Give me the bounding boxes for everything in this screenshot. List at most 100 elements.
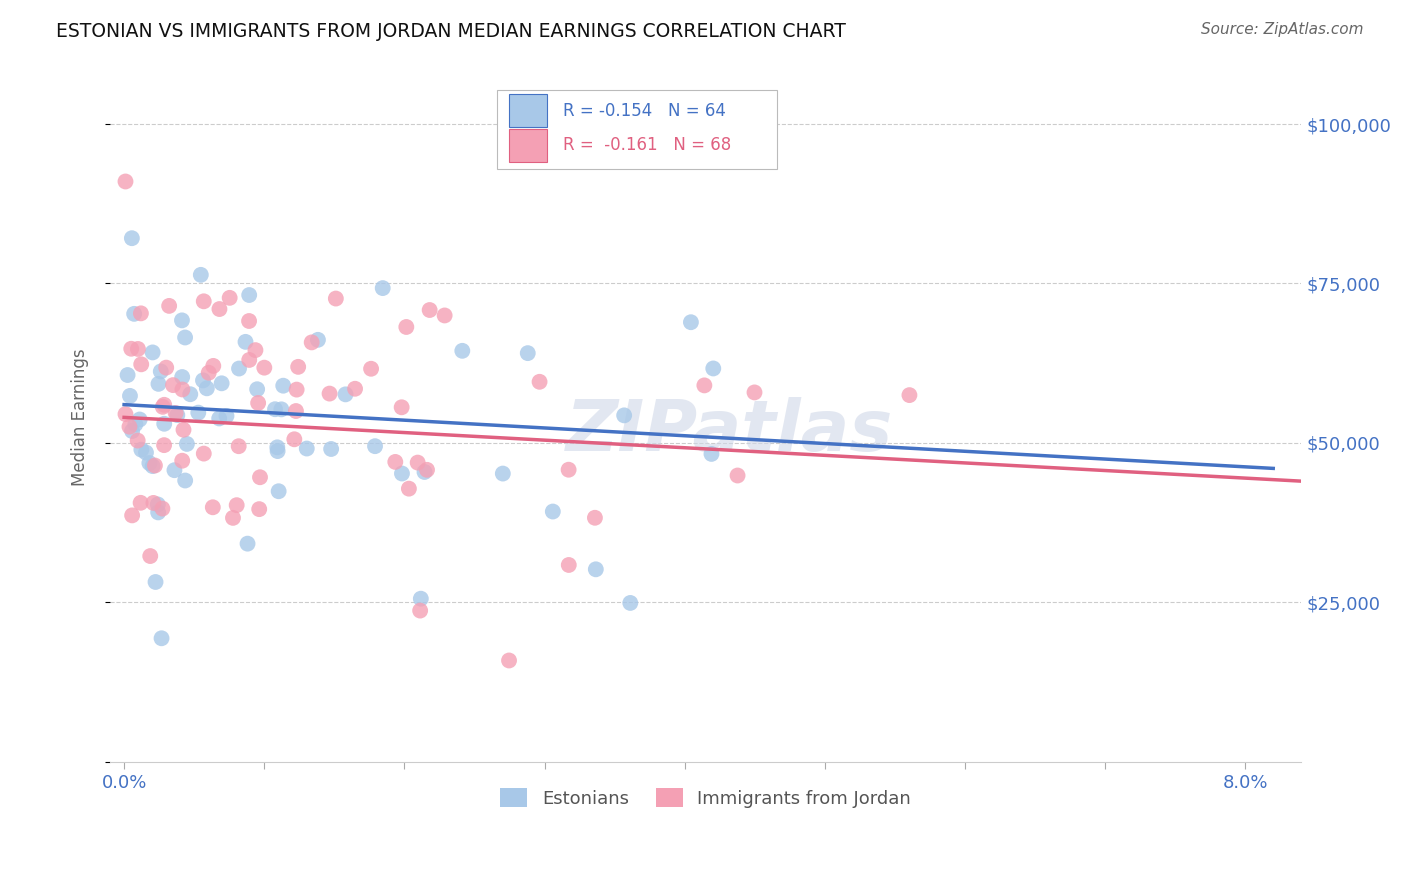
Point xyxy=(157,299,180,313)
Point xyxy=(247,396,270,410)
Point xyxy=(187,406,209,420)
Point xyxy=(127,342,149,356)
Point xyxy=(190,268,212,282)
Point xyxy=(391,401,413,415)
Point xyxy=(145,574,167,589)
Point xyxy=(172,454,194,468)
Point xyxy=(238,314,260,328)
Point xyxy=(208,301,231,316)
Point xyxy=(152,400,174,414)
Point xyxy=(744,385,766,400)
Text: ESTONIAN VS IMMIGRANTS FROM JORDAN MEDIAN EARNINGS CORRELATION CHART: ESTONIAN VS IMMIGRANTS FROM JORDAN MEDIA… xyxy=(56,22,846,41)
Point xyxy=(492,467,515,481)
Point xyxy=(253,360,276,375)
Point xyxy=(245,343,267,358)
Point xyxy=(165,406,187,420)
Point xyxy=(202,359,225,373)
FancyBboxPatch shape xyxy=(498,90,778,169)
Point xyxy=(321,442,343,456)
Point xyxy=(613,409,636,423)
Point xyxy=(127,434,149,448)
Point xyxy=(529,375,551,389)
Point xyxy=(121,508,143,523)
Point xyxy=(193,447,215,461)
Text: R = -0.154   N = 64: R = -0.154 N = 64 xyxy=(562,102,725,120)
Point xyxy=(409,591,432,606)
Point xyxy=(225,498,247,512)
Point xyxy=(238,353,260,368)
Bar xyxy=(509,128,547,161)
Point xyxy=(155,360,177,375)
Point xyxy=(195,381,218,395)
Point xyxy=(246,382,269,396)
Point xyxy=(433,309,456,323)
Point xyxy=(215,409,238,423)
Point xyxy=(114,174,136,188)
Point xyxy=(384,455,406,469)
Point xyxy=(702,361,724,376)
Text: Source: ZipAtlas.com: Source: ZipAtlas.com xyxy=(1201,22,1364,37)
Point xyxy=(129,357,152,371)
Point xyxy=(152,501,174,516)
Point xyxy=(170,313,193,327)
Point xyxy=(235,334,257,349)
Point xyxy=(129,306,152,320)
Point xyxy=(191,373,214,387)
Point xyxy=(371,281,394,295)
Point xyxy=(700,447,723,461)
Point xyxy=(395,320,418,334)
Point xyxy=(208,411,231,425)
Point xyxy=(153,398,176,412)
Point xyxy=(693,378,716,392)
Point xyxy=(360,361,382,376)
Point xyxy=(238,288,260,302)
Point xyxy=(124,417,146,432)
Point xyxy=(150,632,173,646)
Point xyxy=(118,389,141,403)
Point xyxy=(118,419,141,434)
Point xyxy=(142,459,165,474)
Text: R =  -0.161   N = 68: R = -0.161 N = 68 xyxy=(562,136,731,154)
Point xyxy=(409,604,432,618)
Point xyxy=(413,465,436,479)
Point xyxy=(128,412,150,426)
Point xyxy=(114,407,136,421)
Point xyxy=(149,364,172,378)
Point xyxy=(344,382,367,396)
Point xyxy=(120,342,142,356)
Point xyxy=(419,303,441,318)
Point xyxy=(585,562,607,576)
Text: ZIPatlas: ZIPatlas xyxy=(565,397,893,466)
Point xyxy=(162,378,184,392)
Point xyxy=(139,549,162,563)
Point xyxy=(176,437,198,451)
Point xyxy=(271,378,294,392)
Point xyxy=(307,333,329,347)
Point xyxy=(301,335,323,350)
Point xyxy=(406,456,429,470)
Point xyxy=(131,442,153,457)
Point xyxy=(174,474,197,488)
Point xyxy=(285,383,308,397)
Point xyxy=(516,346,538,360)
Point xyxy=(228,361,250,376)
Point xyxy=(451,343,474,358)
Point xyxy=(318,386,340,401)
Point xyxy=(193,294,215,309)
Point xyxy=(228,439,250,453)
Point xyxy=(197,366,219,380)
Point xyxy=(557,463,579,477)
Point xyxy=(179,387,201,401)
Point xyxy=(173,423,195,437)
Point xyxy=(142,345,165,359)
Point xyxy=(153,438,176,452)
Point xyxy=(236,536,259,550)
Point xyxy=(166,408,188,422)
Point xyxy=(325,292,347,306)
Point xyxy=(172,370,194,384)
Point xyxy=(122,307,145,321)
Point xyxy=(727,468,749,483)
Point xyxy=(153,417,176,431)
Point xyxy=(249,470,271,484)
Point xyxy=(898,388,921,402)
